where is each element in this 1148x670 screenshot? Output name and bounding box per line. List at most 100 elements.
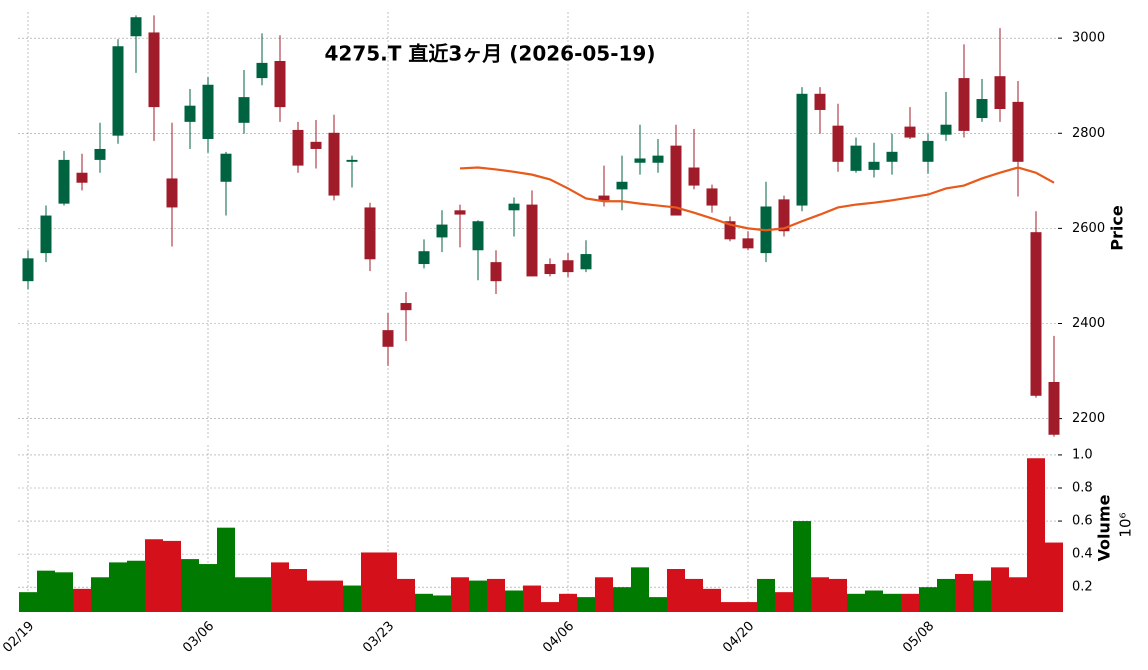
y-tick-label: 0.8 [1072, 480, 1093, 495]
volume-bar [253, 577, 271, 612]
volume-bar [703, 588, 721, 612]
candle-body [598, 195, 610, 201]
volume-bar [721, 602, 739, 612]
volume-bar [19, 592, 37, 612]
candle-body [922, 140, 934, 162]
volume-bar [649, 597, 667, 612]
volume-bar [955, 573, 973, 612]
volume-bar [91, 577, 109, 612]
volume-bar [1027, 458, 1045, 612]
candle-body [400, 303, 412, 311]
candle-body [904, 126, 916, 138]
volume-bar [127, 560, 145, 612]
x-tick-label: 05/08 [900, 619, 937, 656]
y-tick-label: 0.4 [1072, 547, 1093, 562]
volume-axis-label: Volume [1095, 494, 1114, 561]
candle-body [256, 62, 268, 79]
moving-average [459, 166, 1055, 232]
volume-bar [829, 578, 847, 612]
volume-bar [577, 597, 595, 612]
x-tick-label: 03/23 [360, 619, 397, 656]
volume-bar [541, 602, 559, 612]
volume-bar [757, 578, 775, 612]
volume-bar [271, 562, 289, 612]
volume-bar [217, 527, 235, 612]
volume-bar [73, 588, 91, 612]
volume-bar [919, 587, 937, 612]
volume-bar [37, 570, 55, 612]
volume-bar [415, 593, 433, 612]
y-tick-label: 2600 [1072, 221, 1105, 236]
volume-bar [1045, 542, 1063, 612]
candle-body [580, 254, 592, 270]
candle-body [814, 93, 826, 110]
candle-body [958, 78, 970, 131]
volume-bar [991, 567, 1009, 612]
candle-body [688, 167, 700, 186]
x-tick-label: 03/06 [180, 619, 217, 656]
candle-body [238, 97, 250, 123]
volume-bar [1009, 577, 1027, 612]
volume-bar [865, 590, 883, 612]
volume-bar [901, 593, 919, 612]
candle-body [706, 188, 718, 206]
volume-bar [433, 595, 451, 612]
volume-bar [739, 602, 757, 612]
y-tick-label: 2800 [1072, 126, 1105, 141]
volume-bar [199, 564, 217, 612]
candle-body [832, 125, 844, 162]
y-tick-label: 2200 [1072, 411, 1105, 426]
volume-bar [937, 578, 955, 612]
candle-body [22, 258, 34, 282]
candle-body [346, 159, 358, 162]
x-tick-label: 02/19 [0, 619, 37, 656]
volume-bar [379, 552, 397, 612]
candle-body [634, 158, 646, 163]
y-axis-label: Price [1108, 205, 1127, 251]
candle-body [274, 60, 286, 108]
candle-body [508, 203, 520, 211]
volume-bar [685, 578, 703, 612]
volume-bar [397, 578, 415, 612]
volume-bar [505, 590, 523, 612]
candle-body [886, 151, 898, 162]
candle-body [616, 181, 628, 190]
volume-bar [793, 521, 811, 612]
volume-bar [487, 578, 505, 612]
candle-body [724, 221, 736, 240]
candle-body [418, 251, 430, 265]
candle-body [562, 260, 574, 273]
candle-body [184, 105, 196, 122]
candle-body [868, 161, 880, 170]
volume-bar [667, 569, 685, 612]
volume-bar [55, 572, 73, 612]
volume-bar [361, 552, 379, 612]
candle-body [40, 215, 52, 254]
volume-bar [325, 580, 343, 612]
candle-body [454, 210, 466, 215]
candle-body [490, 262, 502, 282]
candle-body [472, 221, 484, 251]
candle-body [976, 99, 988, 119]
x-tick-label: 04/20 [720, 619, 757, 656]
candle-body [850, 145, 862, 171]
candle-body [220, 153, 232, 182]
candle-body [112, 46, 124, 136]
volume-bar [451, 577, 469, 612]
volume-bar [811, 577, 829, 612]
candle-body [526, 204, 538, 277]
y-tick-label: 1.0 [1072, 447, 1093, 462]
candle-body [778, 199, 790, 232]
candle-body [58, 159, 70, 204]
candle-body [148, 32, 160, 108]
volume-bar [181, 559, 199, 612]
volume-bar [307, 580, 325, 612]
volume-bar [775, 592, 793, 612]
volume-bar [109, 562, 127, 612]
candle-body [328, 132, 340, 196]
y-tick-label: 2400 [1072, 316, 1105, 331]
volume-bar [469, 580, 487, 612]
volume-bar [289, 569, 307, 612]
candle-body [1012, 101, 1024, 162]
